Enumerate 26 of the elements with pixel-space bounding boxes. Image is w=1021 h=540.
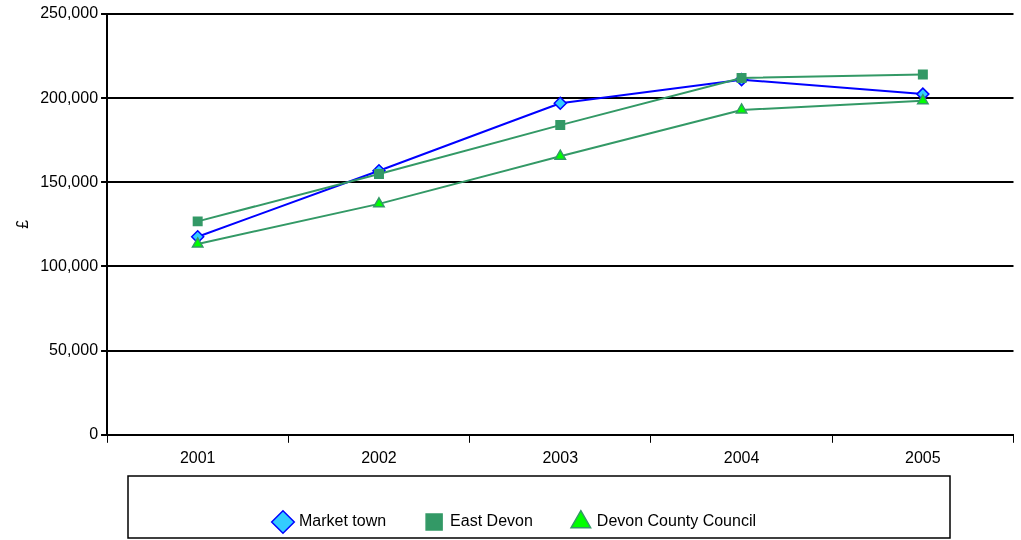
- y-tick-label: 0: [89, 425, 99, 443]
- point: [192, 216, 203, 227]
- legend-label: East Devon: [450, 512, 533, 530]
- y-tick-label: 150,000: [40, 172, 99, 190]
- legend-label: Market town: [298, 512, 387, 530]
- y-tick-label: 50,000: [49, 341, 99, 359]
- point: [373, 197, 385, 208]
- y-tick-label: 200,000: [40, 88, 99, 106]
- x-tick-label: 2003: [542, 448, 579, 466]
- point: [735, 103, 748, 114]
- y-tick-label: 250,000: [40, 4, 99, 22]
- x-tick-label: 2002: [361, 448, 397, 466]
- legend-label: Devon County Council: [596, 512, 757, 530]
- point: [736, 72, 747, 83]
- x-tick-label: 2005: [905, 448, 941, 466]
- point: [916, 93, 929, 105]
- point: [554, 149, 567, 160]
- y-axis-title: £: [14, 219, 32, 229]
- point: [553, 96, 568, 110]
- x-tick-label: 2001: [179, 448, 216, 466]
- point: [191, 237, 204, 248]
- x-tick-label: 2004: [723, 448, 760, 466]
- point: [555, 120, 566, 131]
- point: [373, 169, 384, 180]
- point: [917, 69, 928, 80]
- y-tick-label: 100,000: [40, 256, 99, 274]
